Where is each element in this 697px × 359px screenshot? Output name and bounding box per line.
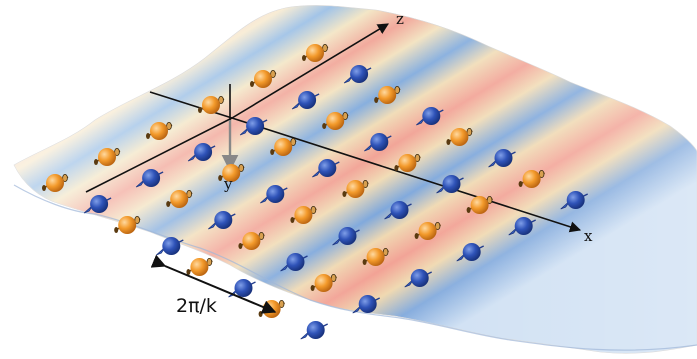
spin-up-atom <box>342 179 369 198</box>
spin-up-atom <box>394 153 421 172</box>
spin-down-atom <box>291 91 320 110</box>
spin-down-atom <box>416 107 444 126</box>
spin-up-atom <box>446 127 473 146</box>
spin-up-atom <box>186 257 213 276</box>
spin-down-atom <box>332 227 360 246</box>
z-axis-line <box>231 23 389 119</box>
spin-down-atom <box>260 185 288 204</box>
spin-down-atom <box>83 195 112 214</box>
spin-down-atom <box>488 149 516 168</box>
spin-down-atom <box>560 191 589 210</box>
spin-up-atom <box>322 112 349 130</box>
spin-up-atom <box>302 44 329 62</box>
x-axis-label: x <box>584 227 593 245</box>
spin-down-atom <box>364 133 392 152</box>
wavelength-arrow <box>150 254 277 314</box>
spin-up-atom <box>114 215 141 234</box>
spin-down-atom <box>508 217 537 236</box>
spin-up-atom <box>414 221 441 240</box>
spin-down-atom <box>352 295 381 314</box>
spin-down-atom <box>300 321 329 340</box>
spin-up-atom <box>238 231 265 250</box>
spin-up-atom <box>42 173 69 192</box>
spin-up-atom <box>198 96 225 114</box>
horizontal-reference-line <box>149 91 233 119</box>
spin-up-atom <box>362 247 389 266</box>
y-axis-label: y <box>223 175 233 193</box>
atom-lattice <box>42 44 589 340</box>
spin-down-atom <box>156 237 184 256</box>
spin-down-atom <box>384 201 412 220</box>
spin-down-atom <box>436 175 464 194</box>
z-axis-label: z <box>396 10 404 28</box>
spin-up-atom <box>518 169 545 188</box>
spin-up-atom <box>270 137 297 156</box>
spin-down-atom <box>280 253 308 272</box>
wavelength-label: 2π/k <box>176 295 217 317</box>
coordinate-axes <box>85 23 582 233</box>
spin-up-atom <box>166 189 193 208</box>
spin-down-atom <box>208 211 236 230</box>
spin-up-atom <box>258 299 285 318</box>
spin-up-atom <box>250 70 277 88</box>
spin-up-atom <box>310 273 337 292</box>
spin-down-atom <box>187 143 216 162</box>
spin-up-atom <box>94 147 121 166</box>
spin-down-atom <box>239 117 268 136</box>
diagonal-reference-line <box>85 117 233 193</box>
spin-down-atom <box>404 269 433 288</box>
spin-up-atom <box>374 86 401 104</box>
spin-down-atom <box>312 159 340 178</box>
spin-up-atom <box>218 163 245 182</box>
spin-up-atom <box>466 195 493 214</box>
x-axis-line <box>231 117 582 233</box>
spin-up-atom <box>146 122 173 140</box>
spin-up-atom <box>290 205 317 224</box>
spin-down-atom <box>135 169 164 188</box>
spin-down-atom <box>343 65 372 84</box>
spin-down-atom <box>456 243 485 262</box>
